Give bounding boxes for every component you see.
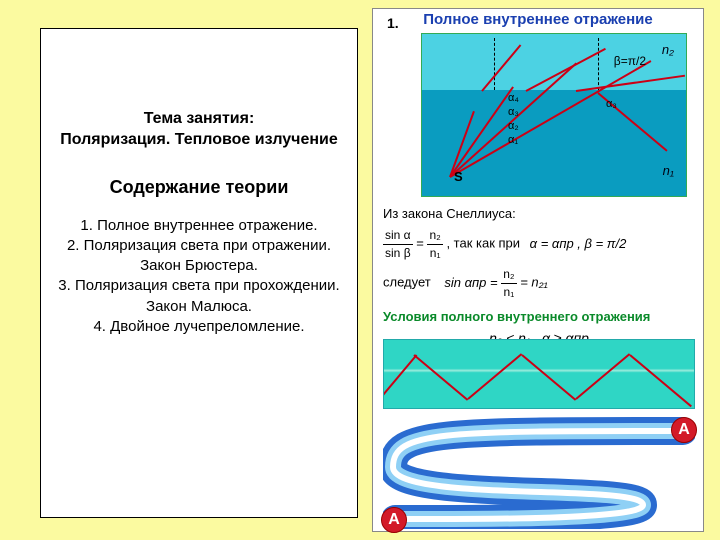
normal-line-2	[598, 38, 599, 90]
zig4	[575, 353, 630, 400]
section-number: 1.	[387, 15, 399, 31]
beta-label: β=π/2	[614, 54, 646, 68]
snell-line2: следует sin αпр = n₂ n₁ = n₂₁	[383, 266, 695, 301]
frac-n: n₂ n₁	[427, 227, 442, 262]
zig1	[413, 354, 468, 401]
zig5	[629, 354, 692, 407]
topic-label: Тема занятия:	[53, 109, 345, 130]
content-heading: Содержание теории	[53, 177, 345, 198]
topic-block: Тема занятия: Поляризация. Тепловое излу…	[53, 109, 345, 151]
zig0	[383, 354, 417, 401]
alpha1-label: α₁	[508, 134, 518, 146]
conditions-title: Условия полного внутреннего отражения	[383, 308, 695, 326]
fiber-diagram: A A	[383, 417, 695, 529]
n1-label: n₁	[663, 163, 674, 178]
snell-cond1: α = αпр , β = π/2	[530, 236, 627, 251]
frac-sin: sin α sin β	[383, 227, 413, 262]
normal-line-1	[494, 38, 495, 90]
topic-text: Поляризация. Тепловое излучение	[53, 130, 345, 151]
fiber-svg	[383, 417, 695, 529]
snell-intro: Из закона Снеллиуса:	[383, 205, 695, 223]
alpha3-right-label: α₃	[606, 98, 617, 110]
fiber-end-a1: A	[671, 417, 697, 443]
right-panel: 1. Полное внутреннее отражение n₂ n₁ β=π…	[372, 8, 704, 532]
left-panel: Тема занятия: Поляризация. Тепловое излу…	[40, 28, 358, 518]
alpha3-label: α₃	[508, 106, 519, 118]
lightguide-diagram	[383, 339, 695, 409]
alpha2-label: α₂	[508, 120, 519, 132]
zig2	[467, 353, 522, 400]
frac-res: n₂ n₁	[501, 266, 516, 301]
content-list: 1. Полное внутреннее отражение. 2. Поляр…	[53, 216, 345, 338]
fiber-end-a2: A	[381, 507, 407, 533]
source-label: S	[454, 169, 463, 184]
zig3	[521, 354, 576, 401]
snell-tail: , так как при	[446, 236, 520, 251]
refraction-diagram: n₂ n₁ β=π/2 α₄ α₃ α₂ α₁ α₃ S	[421, 33, 687, 197]
alpha4-label: α₄	[508, 92, 519, 104]
diagram-title: Полное внутреннее отражение	[373, 11, 703, 28]
n2-label: n₂	[662, 42, 674, 57]
snell-line1: sin α sin β = n₂ n₁ , так как при α = αп…	[383, 227, 695, 262]
